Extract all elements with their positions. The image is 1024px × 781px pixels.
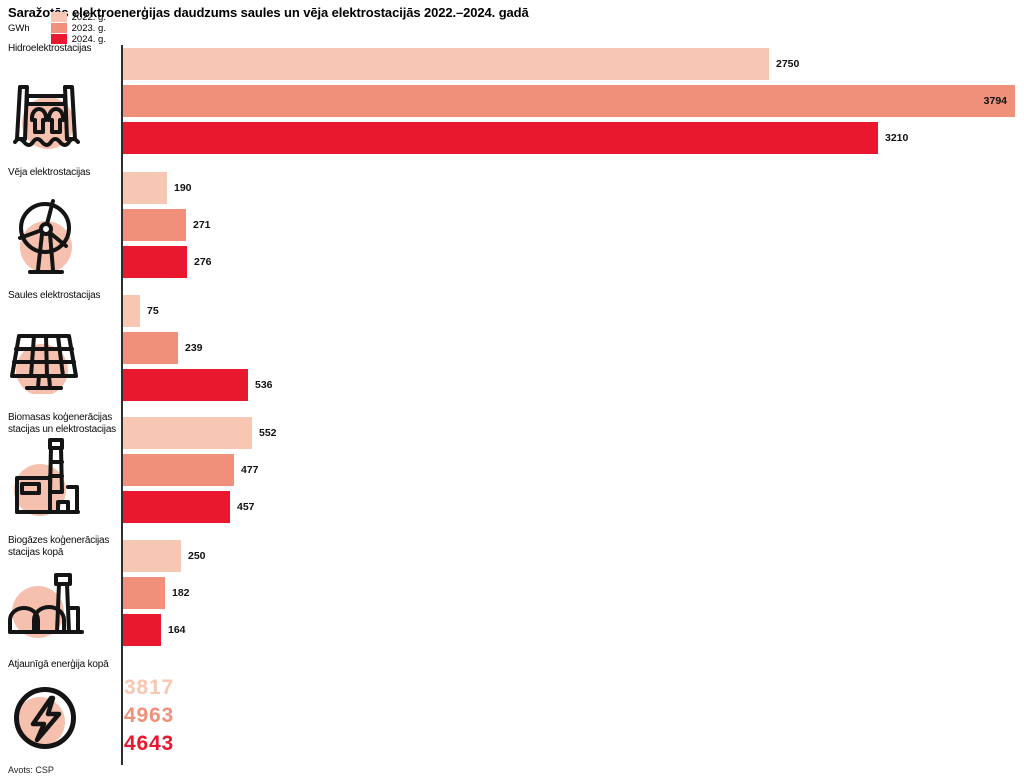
value-bar xyxy=(122,295,140,327)
bar-value-label: 164 xyxy=(168,624,186,636)
biomass-plant-icon xyxy=(12,438,86,523)
bar-value-label: 2750 xyxy=(776,58,800,70)
bar-value-label: 3794 xyxy=(983,95,1007,107)
value-bar xyxy=(122,85,1015,117)
total-value: 4643 xyxy=(124,732,174,755)
bar-value-label: 190 xyxy=(174,182,192,194)
source-note: Avots: CSP xyxy=(8,765,54,775)
legend-swatch-2023 xyxy=(50,23,67,33)
lightning-bolt-icon xyxy=(12,685,80,760)
legend-swatch-2024 xyxy=(50,34,67,44)
bar-value-label: 239 xyxy=(185,342,203,354)
value-bar xyxy=(122,540,181,572)
value-bar xyxy=(122,614,161,646)
bar-value-label: 182 xyxy=(172,587,190,599)
category-label: Vēja elektrostacijas xyxy=(8,167,91,178)
category-label: Biogāzes koģenerācijas stacijas kopā xyxy=(8,535,110,558)
total-value: 4963 xyxy=(124,704,174,727)
bar-value-label: 536 xyxy=(255,379,273,391)
legend-label: 2022. g. xyxy=(71,11,106,23)
value-bar xyxy=(122,454,234,486)
biogas-plant-icon xyxy=(8,570,88,645)
legend-swatch-2022 xyxy=(50,12,67,22)
solar-panel-icon xyxy=(8,330,80,399)
value-bar xyxy=(122,417,252,449)
legend-label: 2023. g. xyxy=(71,22,106,34)
value-bar xyxy=(122,246,187,278)
unit-label: GWh xyxy=(8,22,30,34)
bar-value-label: 250 xyxy=(188,550,206,562)
bar-value-label: 457 xyxy=(237,501,255,513)
value-bar xyxy=(122,491,230,523)
value-bar xyxy=(122,122,878,154)
value-bar xyxy=(122,332,178,364)
legend-item: 2022. g. xyxy=(50,11,106,23)
bar-value-label: 276 xyxy=(194,256,212,268)
legend-item: 2024. g. xyxy=(50,33,106,45)
page-title: Saražotās elektroenerģijas daudzums saul… xyxy=(8,5,529,20)
value-bar xyxy=(122,369,248,401)
legend-item: 2023. g. xyxy=(50,22,106,34)
bar-value-label: 3210 xyxy=(885,132,909,144)
chart-legend: GWh 2022. g. 2023. g. 2024. g. xyxy=(8,12,123,45)
value-bar xyxy=(122,209,186,241)
category-label: Atjaunīgā enerģija kopā xyxy=(8,659,109,670)
bar-value-label: 552 xyxy=(259,427,277,439)
axis-line xyxy=(121,45,123,765)
category-label: Saules elektrostacijas xyxy=(8,290,101,301)
legend-label: 2024. g. xyxy=(71,33,106,45)
value-bar xyxy=(122,172,167,204)
bar-value-label: 271 xyxy=(193,219,211,231)
total-value: 3817 xyxy=(124,676,174,699)
value-bar xyxy=(122,48,769,80)
bar-value-label: 477 xyxy=(241,464,259,476)
hydro-dam-icon xyxy=(8,84,84,165)
legend-items: 2022. g. 2023. g. 2024. g. xyxy=(50,11,123,45)
bar-value-label: 75 xyxy=(147,305,159,317)
category-label: Biomasas koģenerācijas stacijas un elekt… xyxy=(8,412,116,435)
value-bar xyxy=(122,577,165,609)
category-label: Hidroelektrostacijas xyxy=(8,43,92,54)
wind-turbine-icon xyxy=(15,196,79,289)
